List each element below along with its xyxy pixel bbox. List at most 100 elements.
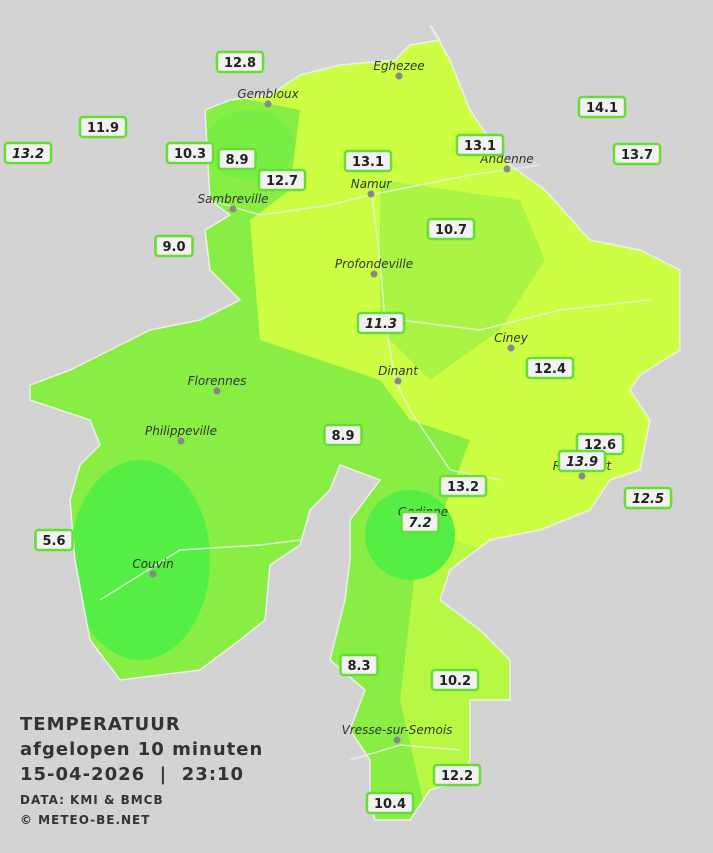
station-box [78,115,128,139]
title: TEMPERATUUR [20,714,181,735]
station-box [557,449,607,473]
data-source: DATA: KMI & BMCB [20,793,164,807]
city-dot [177,437,185,445]
station: 7.2 [400,510,440,534]
station-value: 13.2 [447,480,479,495]
station-box [432,763,482,787]
station-box [365,791,415,815]
city-label: Philippeville [145,424,217,438]
station: 13.1 [343,149,393,173]
station-value: 13.9 [566,455,598,470]
station-box [525,356,575,380]
city-dot [213,387,221,395]
station-box [430,668,480,692]
station-box [577,95,627,119]
city-label: Profondeville [335,257,413,271]
city-dot [264,100,272,108]
station: 5.6 [34,528,74,552]
station-value: 8.9 [225,153,248,168]
station: 10.4 [365,791,415,815]
city-dot [367,190,375,198]
station-box [356,311,406,335]
station-value: 8.9 [331,429,354,444]
station-box [34,528,74,552]
station-box [438,474,488,498]
station-box [623,486,673,510]
station-value: 10.3 [174,147,206,162]
city-dot [395,72,403,80]
city-dot [507,344,515,352]
station-box [215,50,265,74]
stations: 12.8 11.9 13.2 10.3 8.9 12.7 13.1 13.1 14.1 13.7 9… [3,50,673,815]
station: 9.0 [154,234,194,258]
station: 10.7 [426,217,476,241]
station-value: 12.4 [534,362,566,377]
station: 12.8 [215,50,265,74]
station-value: 11.9 [87,121,119,136]
city-label: Sambreville [197,192,268,206]
city-dot [578,472,586,480]
station: 13.9 [557,449,607,473]
station-value: 12.5 [632,492,664,507]
station: 12.2 [432,763,482,787]
station-box [217,147,257,171]
station: 8.9 [323,423,363,447]
station-box [339,653,379,677]
timestamp: 15-04-2026 | 23:10 [20,764,244,785]
city-dot [229,205,237,213]
station-value: 12.7 [266,174,298,189]
station-value: 9.0 [162,240,185,255]
station: 13.7 [612,142,662,166]
station-value: 10.4 [374,797,406,812]
station: 14.1 [577,95,627,119]
station-value: 7.2 [408,516,431,531]
city-label: Couvin [132,557,173,571]
station-value: 13.2 [12,147,44,162]
station: 11.9 [78,115,128,139]
station-box [165,141,215,165]
station-box [612,142,662,166]
station: 12.7 [257,168,307,192]
city-label: Gembloux [237,87,299,101]
station-value: 5.6 [42,534,65,549]
station-value: 10.2 [439,674,471,689]
city-label: Vresse-sur-Semois [342,723,453,737]
station: 10.3 [165,141,215,165]
station: 12.5 [623,486,673,510]
station-value: 11.3 [365,317,397,332]
city-dot [149,570,157,578]
station-box [455,133,505,157]
station-value: 10.7 [435,223,467,238]
city-dot [393,736,401,744]
city-dot [370,270,378,278]
station-value: 12.2 [441,769,473,784]
station-value: 13.1 [464,139,496,154]
station-value: 12.8 [224,56,256,71]
station-box [154,234,194,258]
station: 12.4 [525,356,575,380]
station: 8.9 [217,147,257,171]
station-value: 14.1 [586,101,618,116]
station-box [426,217,476,241]
station: 13.1 [455,133,505,157]
station: 13.2 [3,141,53,165]
station: 10.2 [430,668,480,692]
subtitle: afgelopen 10 minuten [20,739,263,760]
city-label: Eghezee [373,59,424,73]
station-box [257,168,307,192]
city-dot [394,377,402,385]
city-label: Namur [351,177,393,191]
station: 11.3 [356,311,406,335]
city-label: Ciney [494,331,529,345]
station-value: 12.6 [584,438,616,453]
station: 8.3 [339,653,379,677]
station-value: 8.3 [347,659,370,674]
station-box [400,510,440,534]
city-label: Florennes [188,374,247,388]
city-label: Dinant [378,364,419,378]
station-value: 13.1 [352,155,384,170]
station-box [323,423,363,447]
station-box [343,149,393,173]
